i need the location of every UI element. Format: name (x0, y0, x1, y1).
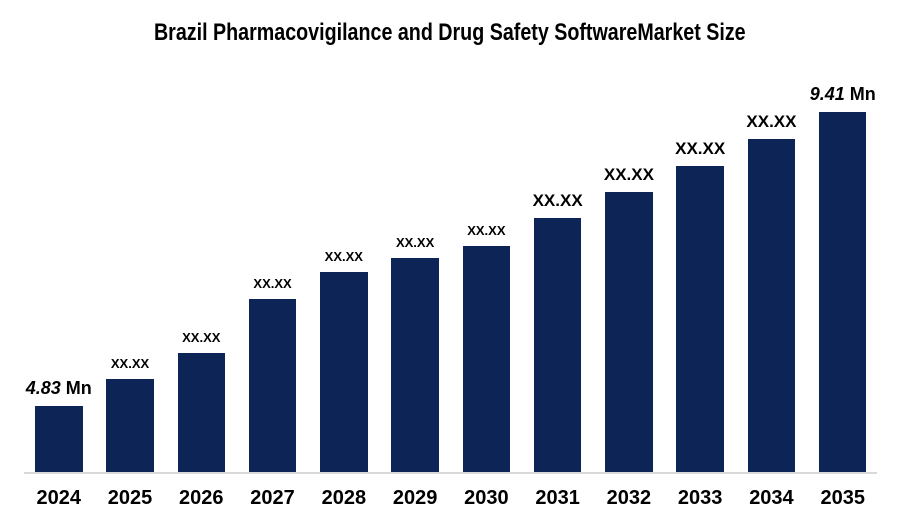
bar-2035 (818, 112, 867, 472)
bar-value-number: 4.83 (25, 378, 61, 398)
bar-value-number: 9.41 (809, 84, 845, 104)
x-axis-label-2027: 2027 (250, 487, 295, 509)
bar-value-label-2024: 4.83 Mn (26, 379, 92, 397)
bar-2033 (676, 166, 724, 472)
bar-value-label-2029: XX.XX (395, 235, 435, 250)
bar-2026 (177, 353, 226, 472)
x-axis-label-2028: 2028 (321, 487, 367, 509)
bar-value-label-2035: 9.41 Mn (810, 85, 876, 103)
bar-value-label-2032: XX.XX (603, 165, 654, 184)
bar-2029 (391, 258, 439, 472)
x-axis-line (24, 472, 877, 474)
bar-value-label-2025: XX.XX (110, 356, 150, 371)
x-axis-label-2033: 2033 (677, 487, 723, 509)
bar-2030 (462, 246, 511, 472)
bar-2028 (320, 272, 368, 472)
x-axis-label-2035: 2035 (820, 487, 865, 509)
x-axis-label-2025: 2025 (107, 487, 153, 509)
x-axis-label-2032: 2032 (606, 487, 652, 509)
bar-2024 (35, 406, 83, 472)
bar-value-label-2033: XX.XX (675, 139, 726, 158)
bar-value-label-2027: XX.XX (253, 276, 292, 291)
bar-2025 (106, 379, 154, 472)
x-axis-label-2031: 2031 (535, 487, 580, 509)
bar-value-label-2031: XX.XX (532, 191, 583, 210)
x-axis-label-2030: 2030 (464, 487, 509, 509)
bar-2027 (248, 299, 297, 472)
chart-title-row: Brazil Pharmacovigilance and Drug Safety… (0, 19, 900, 47)
bar-value-label-2028: XX.XX (324, 249, 363, 264)
bar-value-label-2026: XX.XX (182, 330, 221, 345)
x-axis-label-2024: 2024 (36, 487, 82, 509)
bar-2032 (605, 192, 653, 472)
bar-value-unit: Mn (65, 378, 92, 398)
chart-title: Brazil Pharmacovigilance and Drug Safety… (154, 19, 746, 46)
bar-value-label-2030: XX.XX (467, 223, 506, 238)
x-axis-label-2026: 2026 (179, 487, 224, 509)
bar-2034 (747, 139, 796, 472)
x-axis-label-2034: 2034 (749, 487, 794, 509)
bar-2031 (533, 218, 582, 472)
bar-value-unit: Mn (849, 84, 876, 104)
x-axis-label-2029: 2029 (392, 487, 438, 509)
bar-value-label-2034: XX.XX (746, 112, 797, 131)
